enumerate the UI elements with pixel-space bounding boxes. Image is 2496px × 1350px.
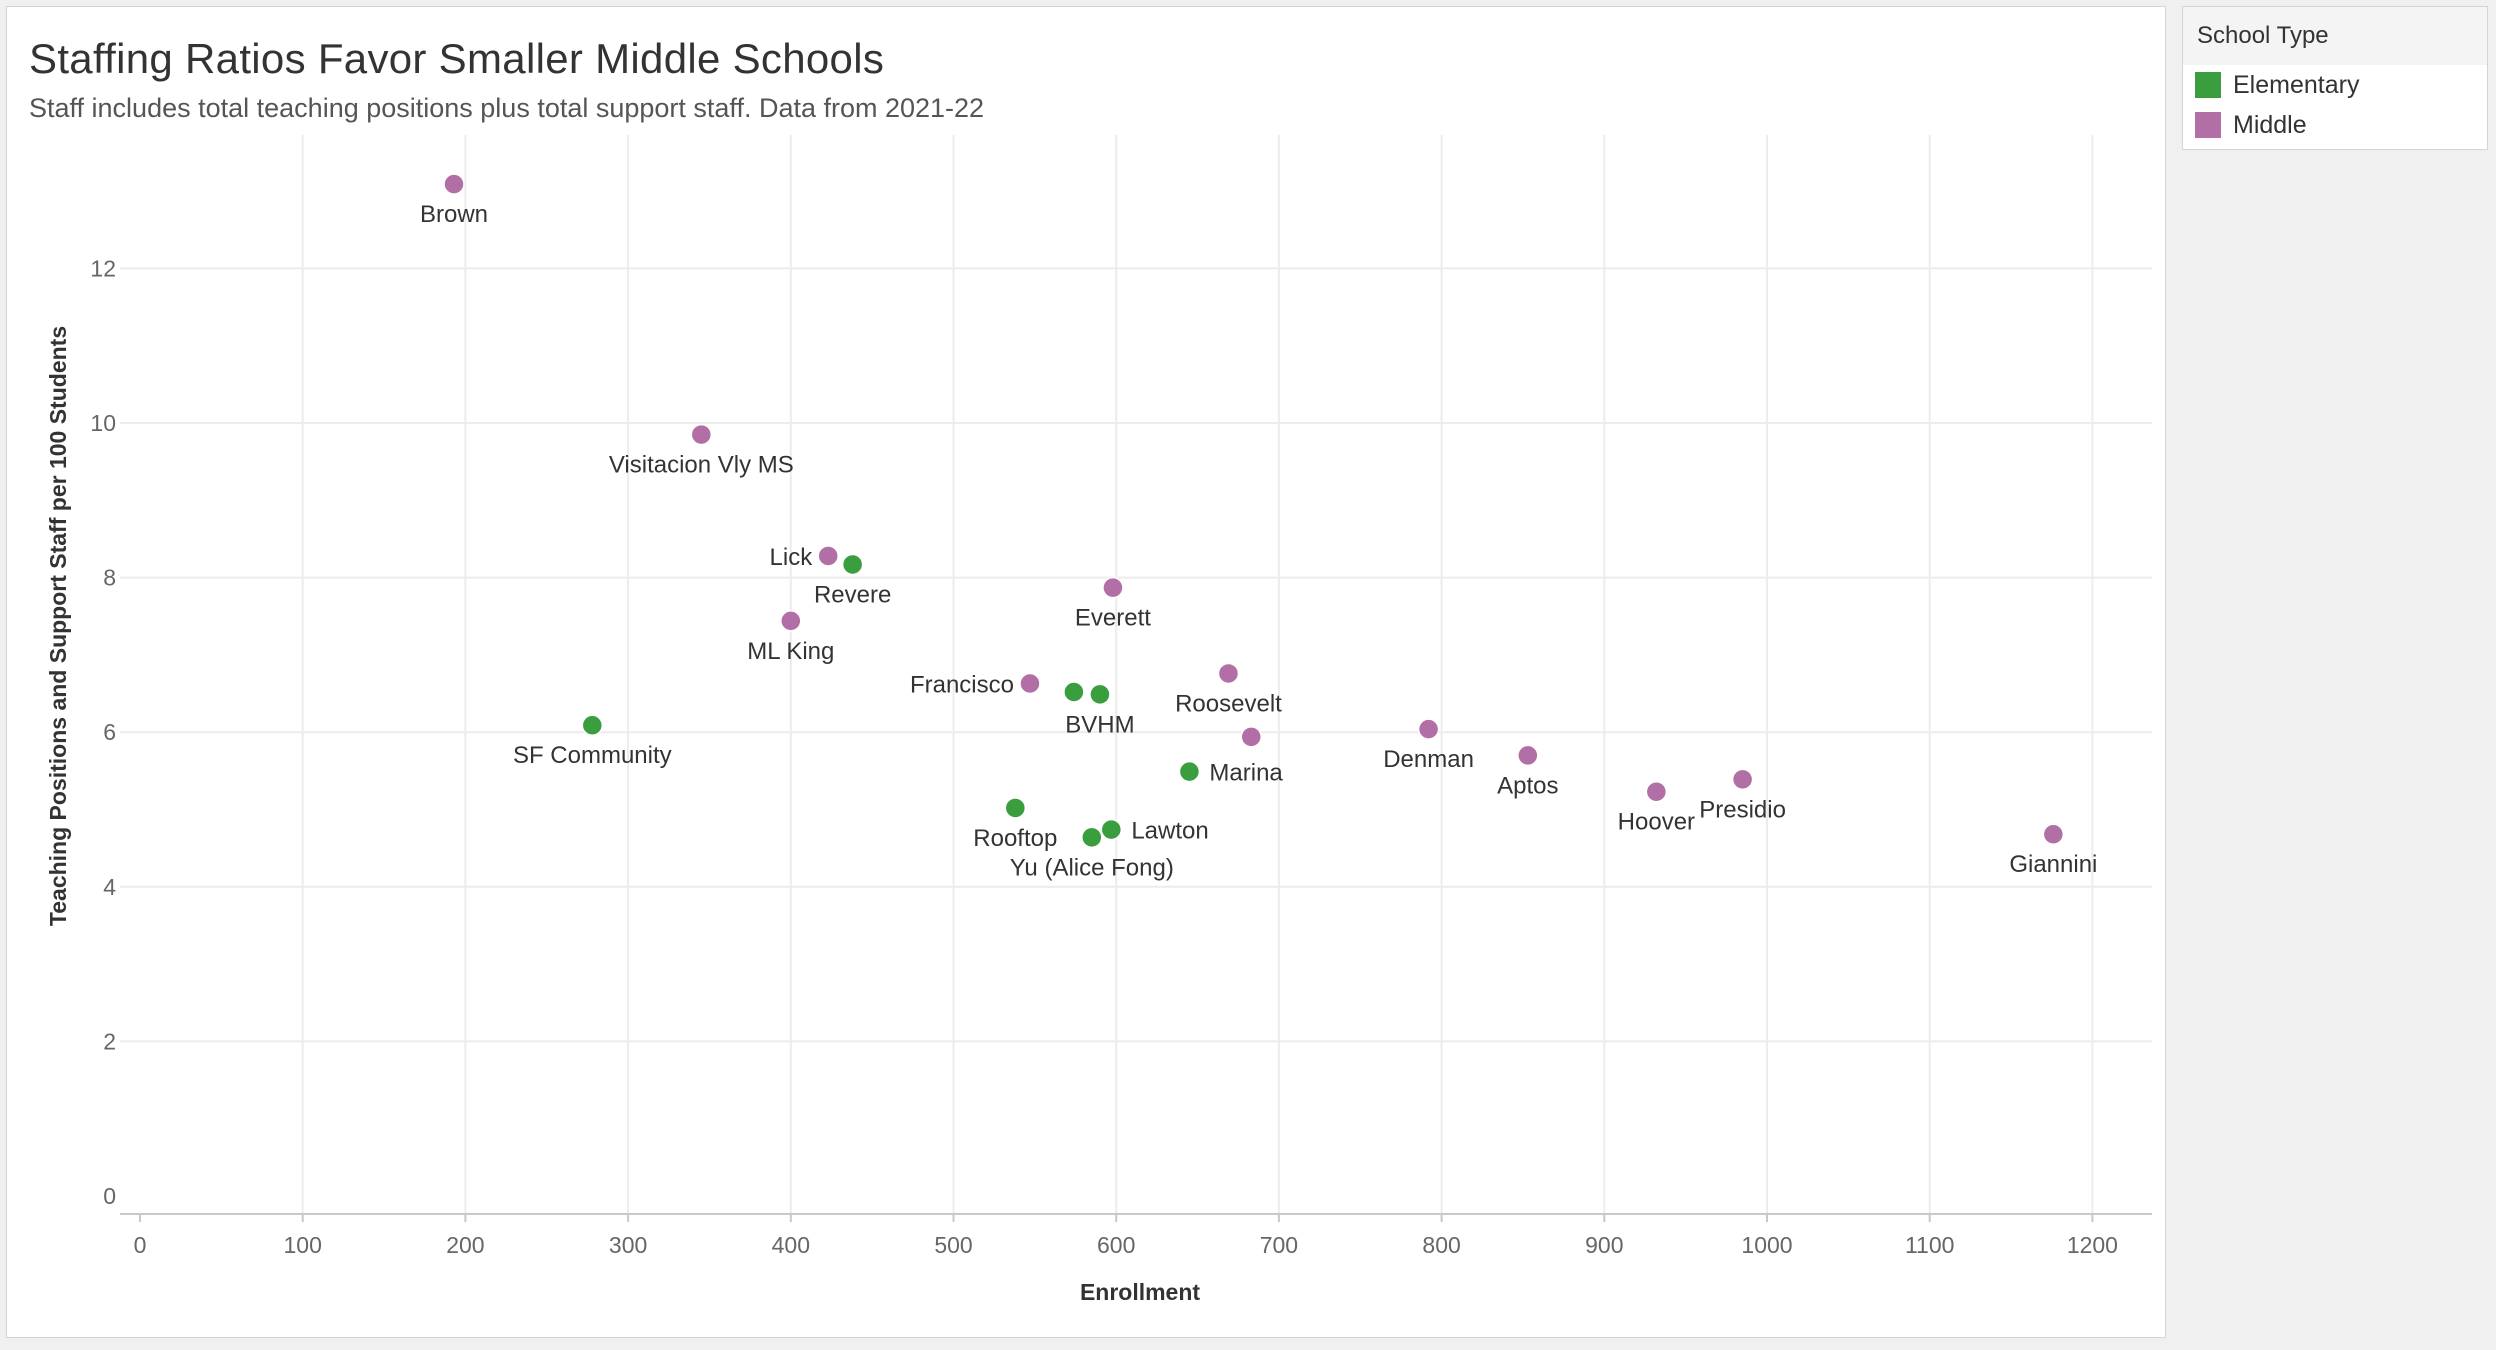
point-label: BVHM — [1065, 711, 1134, 738]
point-labels: Revere SF Community BVHM Marina Rooftop Lawto… — [420, 201, 2097, 881]
point-label: Everett — [1075, 605, 1151, 632]
legend-label-middle: Middle — [2233, 111, 2307, 139]
legend-label-elementary: Elementary — [2233, 71, 2360, 99]
middle-point[interactable] — [1019, 672, 1041, 695]
x-tick-label: 200 — [446, 1232, 484, 1258]
point-label: Presidio — [1699, 796, 1786, 823]
middle-point[interactable] — [1102, 576, 1124, 599]
chart-subtitle: Staff includes total teaching positions … — [29, 93, 985, 123]
x-tick-label: 1200 — [2067, 1232, 2118, 1258]
x-tick-label: 700 — [1260, 1232, 1298, 1258]
y-tick-label: 2 — [103, 1028, 116, 1054]
chart-title: Staffing Ratios Favor Smaller Middle Sch… — [29, 35, 885, 82]
elementary-point[interactable] — [1089, 683, 1111, 706]
y-axis-label: Teaching Positions and Support Staff per… — [45, 326, 71, 926]
point-label: Yu (Alice Fong) — [1010, 854, 1174, 881]
point-label: Revere — [814, 581, 891, 608]
middle-point[interactable] — [817, 545, 839, 567]
elementary-point[interactable] — [1100, 818, 1123, 841]
legend-item-middle[interactable]: Middle — [2183, 105, 2487, 145]
y-tick-label: 10 — [90, 410, 116, 436]
y-tick-label: 8 — [103, 565, 116, 591]
middle-point[interactable] — [780, 610, 802, 632]
x-tick-label: 600 — [1097, 1232, 1135, 1258]
point-label: Lawton — [1131, 818, 1208, 845]
point-label: Francisco — [910, 672, 1014, 699]
grid-lines — [120, 135, 2152, 1214]
y-tick-label: 12 — [90, 255, 116, 281]
x-tick-label: 500 — [934, 1232, 972, 1258]
x-tick-label: 400 — [772, 1232, 810, 1258]
point-label: Aptos — [1497, 772, 1558, 799]
elementary-point[interactable] — [841, 553, 864, 576]
middle-point[interactable] — [2042, 823, 2065, 845]
elementary-point[interactable] — [1063, 681, 1085, 703]
point-label: ML King — [747, 638, 834, 665]
legend: School Type Elementary Middle — [2182, 6, 2488, 150]
middle-point[interactable] — [1417, 718, 1440, 740]
point-label: Lick — [770, 544, 814, 571]
x-tick-label: 100 — [284, 1232, 322, 1258]
elementary-point[interactable] — [1178, 760, 1201, 783]
legend-title: School Type — [2183, 7, 2487, 65]
point-label: Roosevelt — [1175, 690, 1282, 717]
point-label: Denman — [1383, 746, 1474, 773]
legend-item-elementary[interactable]: Elementary — [2183, 65, 2487, 105]
middle-point[interactable] — [1517, 744, 1539, 767]
middle-point[interactable] — [1645, 780, 1668, 803]
point-label: Giannini — [2009, 851, 2097, 878]
point-label: Visitacion Vly MS — [609, 452, 794, 479]
middle-point[interactable] — [443, 173, 465, 195]
legend-swatch-elementary — [2195, 72, 2221, 98]
y-tick-label: 4 — [103, 874, 116, 900]
x-tick-label: 1000 — [1741, 1232, 1792, 1258]
elementary-point[interactable] — [581, 714, 604, 736]
y-tick-label: 6 — [103, 719, 116, 745]
x-tick-label: 800 — [1422, 1232, 1460, 1258]
middle-point[interactable] — [1240, 726, 1262, 748]
point-label: Rooftop — [973, 825, 1057, 852]
elementary-point[interactable] — [1004, 797, 1027, 819]
point-label: Brown — [420, 201, 488, 228]
x-tick-label: 900 — [1585, 1232, 1623, 1258]
x-axis-label: Enrollment — [1080, 1279, 1200, 1305]
middle-point[interactable] — [1217, 662, 1240, 685]
data-points[interactable] — [443, 173, 2065, 849]
middle-point[interactable] — [1731, 768, 1754, 791]
x-tick-label: 300 — [609, 1232, 647, 1258]
visualization-panel: Staffing Ratios Favor Smaller Middle Sch… — [6, 6, 2166, 1338]
legend-swatch-middle — [2195, 112, 2221, 138]
x-tick-label: 0 — [134, 1232, 147, 1258]
x-tick-label: 1100 — [1905, 1232, 1954, 1258]
point-label: SF Community — [513, 742, 672, 769]
elementary-point[interactable] — [1081, 826, 1103, 849]
axes: 0 100 200 300 400 500 600 700 800 900 1000 1100 1200… — [90, 255, 2152, 1258]
point-label: Hoover — [1618, 809, 1695, 836]
y-tick-label: 0 — [103, 1183, 116, 1209]
middle-point[interactable] — [690, 423, 713, 446]
point-label: Marina — [1209, 760, 1283, 787]
